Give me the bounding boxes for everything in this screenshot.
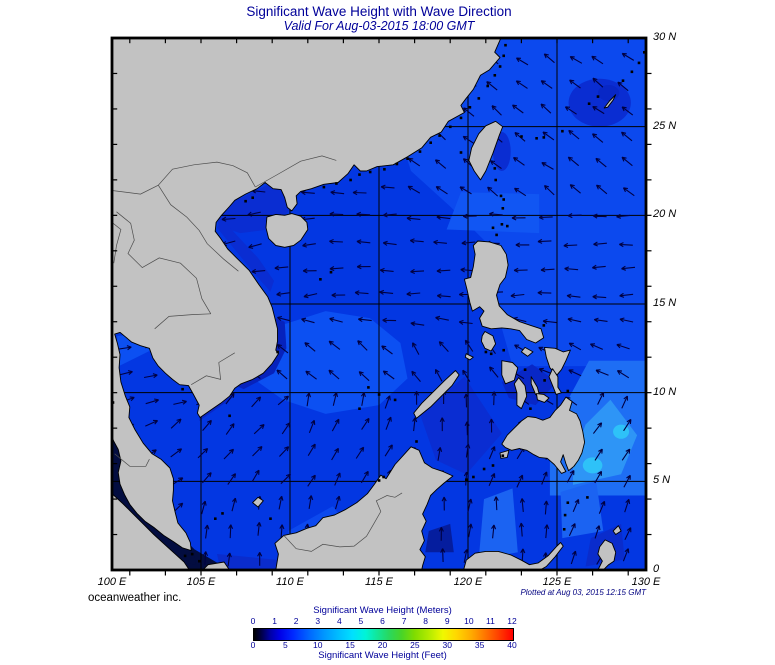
colorbar-meters-tick: 0 xyxy=(250,616,256,626)
lon-label: 110 E xyxy=(276,576,304,588)
lon-label: 125 E xyxy=(542,576,572,588)
colorbar-feet-tick: 25 xyxy=(410,640,420,650)
colorbar-meters-tick: 9 xyxy=(444,616,450,626)
colorbar-meters-tick: 12 xyxy=(507,616,517,626)
colorbar-meters-title: Significant Wave Height (Meters) xyxy=(313,605,452,616)
lat-label: 15 N xyxy=(653,297,677,309)
colorbar-meters-tick: 7 xyxy=(401,616,407,626)
tick-marks xyxy=(112,38,652,576)
figure-valid-time: Valid For Aug-03-2015 18:00 GMT xyxy=(283,19,475,33)
map-canvas xyxy=(110,36,652,576)
lon-label: 130 E xyxy=(631,576,661,588)
colorbar-meters-tick: 1 xyxy=(272,616,277,626)
lat-label: 10 N xyxy=(653,385,677,398)
credit-text: oceanweather inc. xyxy=(88,592,182,604)
lat-label: 25 N xyxy=(653,119,677,132)
colorbar-meters-tick: 3 xyxy=(315,616,321,626)
colorbar-meters-tick: 11 xyxy=(485,616,495,626)
lat-label: 20 N xyxy=(653,208,677,221)
lat-label: 0 xyxy=(653,563,660,575)
lon-label: 105 E xyxy=(186,576,216,588)
lon-label: 100 E xyxy=(97,576,127,588)
colorbar-meters-tick: 5 xyxy=(358,616,364,626)
colorbar-meters-tick: 2 xyxy=(293,616,299,626)
colorbar-meters-tick: 10 xyxy=(464,616,474,626)
colorbar-meters-tick: 6 xyxy=(380,616,385,626)
lon-label: 115 E xyxy=(365,576,393,588)
colorbar-feet-tick: 10 xyxy=(313,640,323,650)
colorbar-feet-tick: 40 xyxy=(507,640,517,650)
colorbar-meters-tick: 8 xyxy=(423,616,429,626)
colorbar-feet-tick: 30 xyxy=(442,640,452,650)
lon-label: 120 E xyxy=(453,576,483,588)
lat-label: 5 N xyxy=(653,474,671,487)
country-borders-layer xyxy=(112,155,403,552)
colorbar-feet-tick: 20 xyxy=(377,640,388,650)
map-content xyxy=(112,38,646,570)
land-layer xyxy=(112,38,622,570)
figure-title: Significant Wave Height with Wave Direct… xyxy=(246,4,512,19)
colorbar-feet-tick: 15 xyxy=(345,640,355,650)
colorbar-meters-tick: 4 xyxy=(336,616,342,626)
island-specks-layer xyxy=(112,43,646,563)
colorbar-feet-title: Significant Wave Height (Feet) xyxy=(318,650,447,661)
lat-label: 30 N xyxy=(653,31,677,43)
colorbar-feet-tick: 5 xyxy=(283,640,288,650)
colorbar-feet-tick: 35 xyxy=(474,640,485,650)
plotted-at-text: Plotted at Aug 03, 2015 12:15 GMT xyxy=(520,588,646,597)
colorbar-feet-tick: 0 xyxy=(250,640,256,650)
colorbar-gradient xyxy=(253,628,514,641)
